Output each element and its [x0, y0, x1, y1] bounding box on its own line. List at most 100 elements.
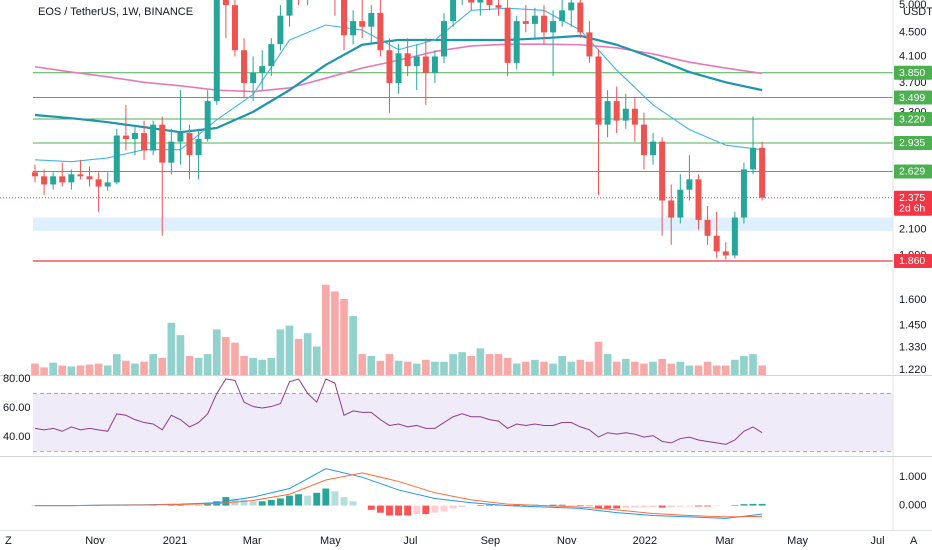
x-tick-label: Mar: [715, 535, 734, 547]
candle-body: [604, 101, 611, 125]
x-tick-label: Jul: [871, 535, 885, 547]
candle-body: [231, 5, 238, 51]
candle-body: [568, 2, 575, 11]
candle-body: [750, 147, 757, 170]
candle-body: [150, 124, 157, 151]
macd-histogram-bar: [604, 505, 612, 509]
volume-bar: [540, 361, 548, 375]
candle-body: [86, 176, 93, 180]
macd-histogram-bar: [367, 505, 375, 510]
macd-histogram-bar: [704, 505, 712, 507]
candle-body: [222, 0, 229, 6]
level-badge: [894, 65, 932, 80]
candle-body: [486, 0, 493, 6]
volume-bar: [412, 363, 421, 375]
rsi-pane: [33, 378, 893, 453]
level-badge: [894, 90, 932, 105]
candle-body: [722, 251, 729, 256]
macd-line: [34, 472, 763, 518]
candle-body: [550, 21, 557, 33]
macd-histogram-bar: [631, 505, 639, 508]
volume-bar: [212, 329, 221, 375]
volume-bar: [267, 357, 276, 375]
candle-body: [195, 139, 202, 156]
rsi-band: [33, 393, 893, 452]
volume-bar: [485, 354, 494, 375]
x-tick-label: Mar: [243, 535, 262, 547]
candle-body: [613, 101, 620, 121]
volume-bar: [31, 363, 39, 375]
macd-histogram-bar: [258, 501, 266, 506]
volume-bar: [603, 354, 612, 375]
candle-body: [268, 44, 275, 67]
candle-body: [113, 135, 120, 183]
rsi-line: [34, 378, 763, 445]
candle-body: [341, 0, 348, 36]
volume-bar: [176, 335, 185, 375]
volume-bar: [476, 348, 485, 375]
candle-body: [50, 176, 57, 185]
volume-bar: [422, 359, 430, 375]
control-button[interactable]: A: [910, 535, 918, 547]
volume-bar: [621, 358, 630, 375]
macd-histogram-bar: [449, 505, 457, 509]
candle-body: [77, 174, 84, 177]
volume-bar: [322, 284, 330, 375]
macd-histogram-bar: [513, 505, 521, 506]
macd-histogram-bar: [740, 504, 748, 506]
candle-body: [631, 108, 638, 125]
y-tick-label: 1.000: [899, 471, 927, 483]
macd-histogram-bar: [386, 505, 393, 516]
candle-body: [431, 56, 438, 73]
volume-bar: [649, 361, 657, 375]
candle-body: [104, 182, 111, 187]
volume-bar: [285, 325, 294, 375]
volume-bar: [258, 359, 267, 375]
y-tick-label: 40.00: [3, 431, 31, 443]
macd-pane: [31, 468, 766, 519]
y-tick-label: 1.450: [899, 319, 927, 331]
candle-body: [677, 189, 684, 218]
candle-body: [450, 0, 457, 22]
volume-bar: [703, 361, 712, 375]
volume-bar: [467, 356, 476, 375]
volume-bar: [331, 291, 339, 375]
macd-histogram-bar: [413, 505, 421, 515]
macd-histogram-bar: [558, 504, 566, 506]
candle-body: [368, 13, 375, 27]
candle-body: [131, 133, 138, 140]
volume-bar: [312, 346, 321, 375]
macd-histogram-bar: [176, 505, 184, 506]
candle-body: [31, 172, 38, 177]
candle-body: [141, 133, 148, 151]
macd-histogram-bar: [267, 499, 275, 506]
macd-histogram-bar: [576, 505, 584, 506]
volume-bar: [40, 367, 48, 375]
macd-histogram-bar: [240, 499, 248, 506]
candle-body: [577, 2, 584, 33]
volume-bar: [294, 338, 303, 375]
macd-histogram-bar: [340, 497, 348, 506]
control-button[interactable]: Z: [5, 535, 12, 547]
candle-body: [395, 53, 402, 84]
price-pane: [0, 0, 893, 375]
candle-body: [713, 235, 720, 252]
macd-histogram-bar: [395, 505, 403, 516]
macd-histogram-bar: [640, 505, 648, 508]
level-badge-label: 3.220: [899, 113, 925, 125]
y-tick-label: 4.100: [899, 50, 927, 62]
volume-bar: [385, 354, 394, 375]
macd-histogram-bar: [404, 505, 412, 516]
y-tick-label: 5.000: [899, 0, 927, 11]
y-tick-label: 1.220: [899, 364, 927, 376]
volume-bar: [194, 357, 203, 375]
macd-histogram-bar: [295, 494, 303, 506]
level-badge: [894, 135, 932, 150]
candle-body: [259, 66, 266, 73]
candle-body: [68, 174, 75, 183]
candle-body: [659, 141, 666, 201]
macd-histogram-bar: [649, 505, 657, 507]
